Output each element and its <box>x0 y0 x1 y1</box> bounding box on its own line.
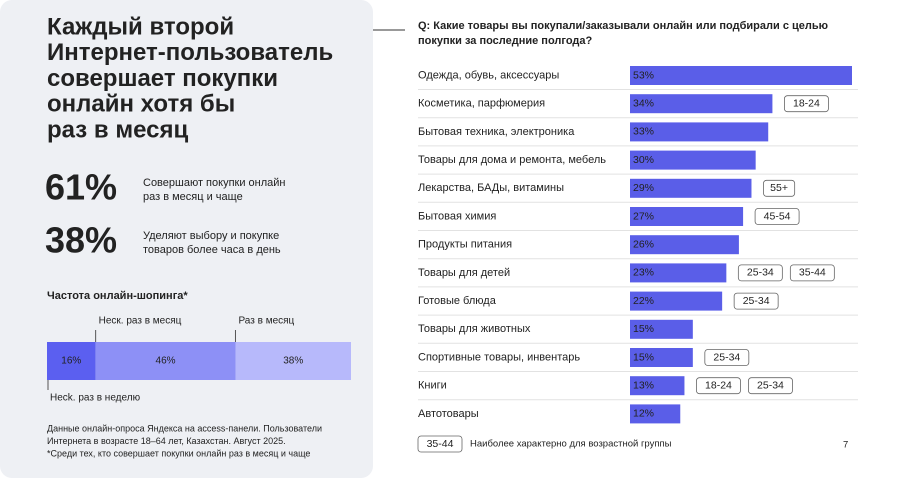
stat-value: 38% <box>45 220 117 261</box>
category-label: Товары для дома и ремонта, мебель <box>418 154 606 166</box>
value-label: 33% <box>633 126 654 138</box>
bar <box>630 404 681 424</box>
headline: раз в месяц <box>47 117 188 144</box>
legend-label: Неск. раз в месяц <box>99 316 182 327</box>
age-tag <box>696 377 741 395</box>
bar <box>630 178 752 198</box>
value-label: 27% <box>633 210 654 222</box>
bar <box>630 94 773 114</box>
category-label: Товары для животных <box>418 323 531 335</box>
bar-segment <box>47 342 96 380</box>
legend-text: Наиболее характерно для возрастной групп… <box>470 439 672 450</box>
chart-title: покупки за последние полгода? <box>418 35 592 47</box>
headline: Каждый второй <box>47 13 234 40</box>
bar <box>630 122 769 142</box>
bar <box>630 263 727 283</box>
bar-segment <box>95 342 236 380</box>
bar <box>630 319 693 339</box>
age-tag-label: 55+ <box>770 182 788 194</box>
value-label: 22% <box>633 295 654 307</box>
bar <box>630 376 685 396</box>
stat-text: Уделяют выбору и покупке <box>143 230 279 242</box>
category-label: Спортивные товары, инвентарь <box>418 351 580 363</box>
stat-text: Совершают покупки онлайн <box>143 177 286 189</box>
age-tag-label: 25-34 <box>743 295 770 307</box>
age-tag <box>737 264 783 282</box>
category-label: Лекарства, БАДы, витамины <box>418 182 564 194</box>
value-label: 26% <box>633 238 654 250</box>
age-tag <box>763 179 796 197</box>
stat-value: 61% <box>45 167 117 208</box>
bar <box>630 150 756 170</box>
age-tag <box>417 435 463 453</box>
age-tag-label: 35-44 <box>427 438 454 450</box>
category-label: Готовые блюда <box>418 295 497 307</box>
age-tag <box>748 377 793 395</box>
value-label: 12% <box>633 408 654 420</box>
value-label: 13% <box>633 379 654 391</box>
value-label: 16% <box>61 356 81 367</box>
age-tag <box>704 349 750 366</box>
headline: онлайн хотя бы <box>47 91 235 118</box>
footnote: *Среди тех, кто совершает покупки онлайн… <box>47 448 310 458</box>
age-tag <box>754 208 800 225</box>
value-label: 29% <box>633 182 654 194</box>
bar <box>630 235 739 255</box>
headline: Интернет-пользователь <box>47 39 333 66</box>
category-label: Косметика, парфюмерия <box>418 98 545 110</box>
age-tag-label: 25-34 <box>747 267 774 279</box>
category-label: Автотовары <box>418 408 479 420</box>
age-tag-label: 25-34 <box>757 379 784 391</box>
bar-segment <box>235 342 351 380</box>
stat-text: раз в месяц и чаще <box>143 191 243 203</box>
bar <box>630 348 693 367</box>
age-tag-label: 35-44 <box>799 267 826 279</box>
category-label: Одежда, обувь, аксессуары <box>418 69 559 81</box>
value-label: 53% <box>633 69 654 81</box>
age-tag <box>733 292 779 310</box>
category-label: Бытовая техника, электроника <box>418 126 575 138</box>
category-label: Товары для детей <box>418 267 510 279</box>
chart-title: Частота онлайн-шопинга* <box>47 290 188 302</box>
value-label: 46% <box>156 356 176 367</box>
age-tag-label: 18-24 <box>705 379 732 391</box>
value-label: 30% <box>633 154 654 166</box>
bar <box>630 66 852 85</box>
value-label: 15% <box>633 351 654 363</box>
legend-label: Несk. раз в неделю <box>50 393 141 404</box>
age-tag <box>784 95 829 113</box>
footnote: Интернета в возрасте 18–64 лет, Казахста… <box>47 436 286 446</box>
age-tag-label: 25-34 <box>713 351 740 363</box>
stat-text: товаров более часа в день <box>143 244 281 256</box>
chart-title: Q: Какие товары вы покупали/заказывали о… <box>418 20 828 32</box>
footnote: Данные онлайн-опроса Яндекса на access-п… <box>47 423 322 433</box>
bar <box>630 291 723 311</box>
page-number: 7 <box>843 440 848 451</box>
headline: совершает покупки <box>47 65 278 92</box>
age-tag-label: 45-54 <box>764 210 791 222</box>
age-tag <box>789 264 835 282</box>
value-label: 15% <box>633 323 654 335</box>
bar <box>630 207 744 226</box>
value-label: 38% <box>283 356 303 367</box>
value-label: 23% <box>633 267 654 279</box>
category-label: Бытовая химия <box>418 210 496 222</box>
legend-label: Раз в месяц <box>238 316 294 327</box>
category-label: Продукты питания <box>418 239 512 251</box>
age-tag-label: 18-24 <box>793 97 820 109</box>
value-label: 34% <box>633 97 654 109</box>
category-label: Книги <box>418 380 447 392</box>
